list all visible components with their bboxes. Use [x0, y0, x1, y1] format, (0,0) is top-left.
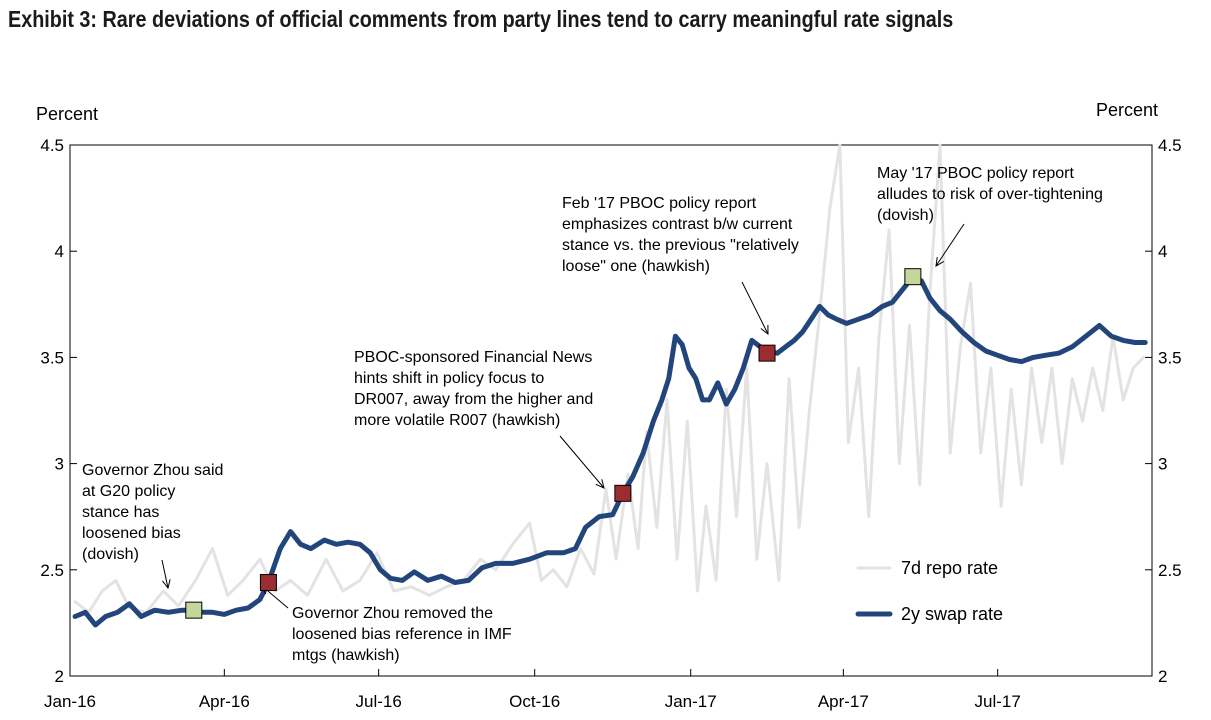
annotation-text-line: May '17 PBOC policy report [877, 165, 1074, 182]
y-tick-label-left: 3.5 [40, 348, 64, 367]
y-tick-label-left: 4 [55, 242, 64, 261]
annotation-arrow [559, 435, 605, 489]
annotation-text-line: loosened bias reference in IMF [292, 626, 512, 643]
annotation-arrowhead [935, 257, 945, 267]
legend-label: 2y swap rate [901, 604, 1003, 624]
chart-title: Exhibit 3: Rare deviations of official c… [8, 6, 954, 32]
annotation-text-line: stance vs. the previous "relatively [562, 237, 799, 254]
y-tick-label-right: 3 [1158, 455, 1167, 474]
annotation-text-line: Feb '17 PBOC policy report [562, 195, 757, 212]
swap-rate-line [72, 274, 1148, 628]
y-tick-label-right: 2 [1158, 667, 1167, 686]
annotation-arrowhead [595, 479, 605, 489]
annotation-text-line: hints shift in policy focus to [354, 370, 544, 387]
x-tick-label: Jan-17 [665, 692, 717, 711]
x-tick-label: Apr-17 [818, 692, 869, 711]
annotation-3: Feb '17 PBOC policy report emphasizes con… [562, 195, 799, 362]
annotation-text-line: DR007, away from the higher and [354, 391, 593, 408]
annotation-text-line: at G20 policy [82, 483, 175, 500]
annotation-text-line: stance has [82, 504, 159, 521]
x-tick-label: Apr-16 [199, 692, 250, 711]
y-tick-label-right: 4.5 [1158, 136, 1182, 155]
annotation-text-line: PBOC-sponsored Financial News [354, 349, 592, 366]
annotation-2: PBOC-sponsored Financial News hints shift… [354, 349, 632, 502]
plot-frame [69, 144, 1153, 677]
annotation-0: Governor Zhou said at G20 policy stance ha… [82, 462, 223, 619]
x-tick-label: Jul-16 [356, 692, 402, 711]
series-layer [72, 143, 1148, 628]
annotation-4: May '17 PBOC policy report alludes to ris… [877, 165, 1103, 286]
annotation-marker [758, 344, 776, 362]
legend-label: 7d repo rate [901, 558, 998, 578]
annotation-text-line: more volatile R007 (hawkish) [354, 412, 560, 429]
legend-item-1: 2y swap rate [855, 604, 1003, 624]
x-tick-label: Oct-16 [509, 692, 560, 711]
y-tick-label-left: 3 [55, 455, 64, 474]
annotation-text-line: (dovish) [877, 207, 934, 224]
annotation-text-line: (dovish) [82, 546, 139, 563]
annotation-1: Governor Zhou removed the loosened bias r… [259, 574, 512, 664]
y-tick-label-left: 4.5 [40, 136, 64, 155]
annotation-layer: Governor Zhou said at G20 policy stance ha… [82, 165, 1103, 664]
annotation-arrowhead [760, 324, 769, 336]
annotation-arrow [161, 559, 169, 589]
annotation-text-line: Governor Zhou removed the [292, 605, 493, 622]
y-axis-right-label: Percent [1096, 100, 1158, 120]
annotation-text-line: mtgs (hawkish) [292, 647, 400, 664]
axes: 4.5 4.5 4 4 3.5 3.5 3 3 2.5 2.5 2 2 Jan-16 Apr-16 Jul-… [40, 136, 1181, 711]
annotation-text-line: alludes to risk of over-tightening [877, 186, 1103, 203]
y-tick-label-left: 2.5 [40, 561, 64, 580]
x-tick-label: Jul-17 [975, 692, 1021, 711]
series-0 [73, 143, 1145, 614]
legend: 7d repo rate 2y swap rate [855, 558, 1003, 624]
y-tick-label-left: 2 [55, 667, 64, 686]
annotation-marker [259, 574, 277, 592]
x-tick-label: Jan-16 [44, 692, 96, 711]
annotation-marker [614, 484, 632, 502]
annotation-text-line: emphasizes contrast b/w current [562, 216, 793, 233]
series-1 [72, 274, 1148, 628]
repo-rate-line [73, 143, 1145, 614]
y-tick-label-right: 2.5 [1158, 561, 1182, 580]
legend-item-0: 7d repo rate [856, 558, 998, 578]
y-tick-label-right: 3.5 [1158, 348, 1182, 367]
annotation-text-line: loosened bias [82, 525, 181, 542]
annotation-arrow [935, 223, 965, 267]
annotation-arrow [741, 281, 769, 335]
annotation-marker [904, 268, 922, 286]
annotation-text-line: Governor Zhou said [82, 462, 223, 479]
annotation-marker [185, 601, 203, 619]
y-tick-label-right: 4 [1158, 242, 1167, 261]
annotation-arrowhead [162, 579, 171, 590]
y-axis-left-label: Percent [36, 104, 98, 124]
annotation-text-line: loose" one (hawkish) [562, 258, 710, 275]
